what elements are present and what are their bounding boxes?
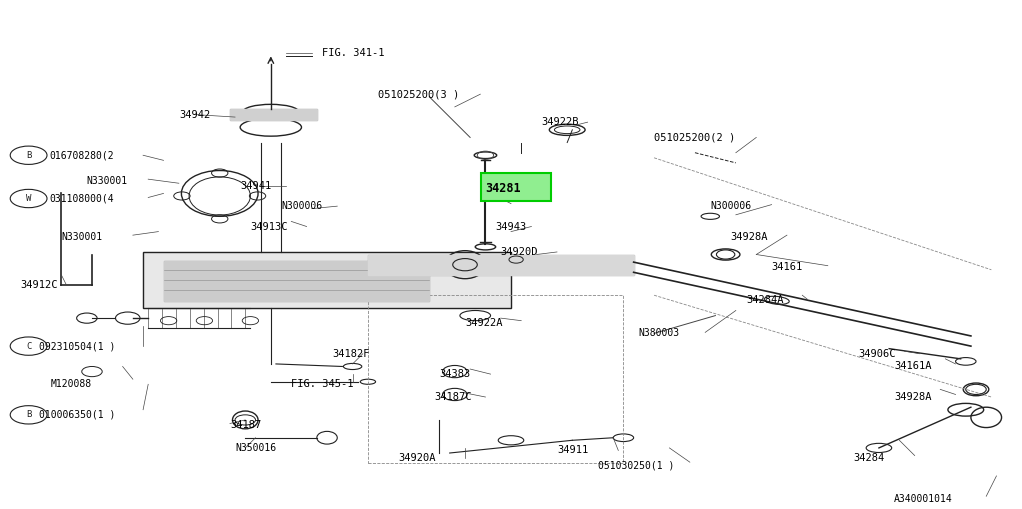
Text: 34928A: 34928A [731,232,769,242]
Text: FIG. 341-1: FIG. 341-1 [322,48,384,59]
Text: M120088: M120088 [51,379,92,389]
Text: N330001: N330001 [87,176,128,186]
Text: 092310504(1 ): 092310504(1 ) [39,341,115,351]
Bar [368,295,623,463]
Text: 34284: 34284 [853,453,885,463]
Text: 010006350(1 ): 010006350(1 ) [39,410,115,420]
Text: 34922A: 34922A [465,318,503,328]
Text: 34187: 34187 [230,420,262,430]
Polygon shape [230,109,317,120]
Text: B: B [26,410,32,419]
Text: 34913C: 34913C [250,221,288,232]
Text: 34920A: 34920A [399,453,436,463]
Bar [368,254,634,275]
Text: N330001: N330001 [61,232,102,242]
Text: 34284A: 34284A [746,295,784,305]
Text: N300006: N300006 [710,201,751,211]
Bar [164,261,429,301]
Text: 34383: 34383 [439,369,471,379]
Text: 051025200(3 ): 051025200(3 ) [378,89,460,99]
Polygon shape [143,252,511,308]
Text: 34941: 34941 [240,181,272,191]
Bar [230,109,317,120]
Text: B: B [26,151,32,160]
Text: FIG. 345-1: FIG. 345-1 [291,379,354,389]
Text: 34187C: 34187C [434,392,472,402]
Text: 34920D: 34920D [501,247,539,257]
Text: C: C [26,342,32,351]
Text: 051025200(2 ): 051025200(2 ) [654,132,736,143]
Text: 34943: 34943 [496,221,527,232]
Text: 34182F: 34182F [332,349,370,359]
Text: 34906C: 34906C [858,349,896,359]
Text: 051030250(1 ): 051030250(1 ) [598,461,675,471]
Text: 34161A: 34161A [894,361,932,372]
Text: A340001014: A340001014 [894,494,953,504]
Text: 34161: 34161 [772,262,803,272]
Bar [143,252,511,308]
Text: 34942: 34942 [179,109,211,120]
Text: 34922B: 34922B [542,117,579,127]
Text: N300006: N300006 [281,201,322,211]
Text: 016708280(2: 016708280(2 [49,150,113,160]
Bar [481,173,551,201]
Text: N350016: N350016 [235,443,276,453]
Text: 031108000(4: 031108000(4 [49,193,113,204]
Polygon shape [164,261,429,301]
Text: 34928A: 34928A [894,392,932,402]
Text: 34912C: 34912C [20,280,58,290]
Text: W: W [26,194,32,203]
Text: N380003: N380003 [639,328,680,338]
Text: 34911: 34911 [557,445,589,456]
Text: 34281: 34281 [485,182,521,195]
Polygon shape [368,254,634,275]
